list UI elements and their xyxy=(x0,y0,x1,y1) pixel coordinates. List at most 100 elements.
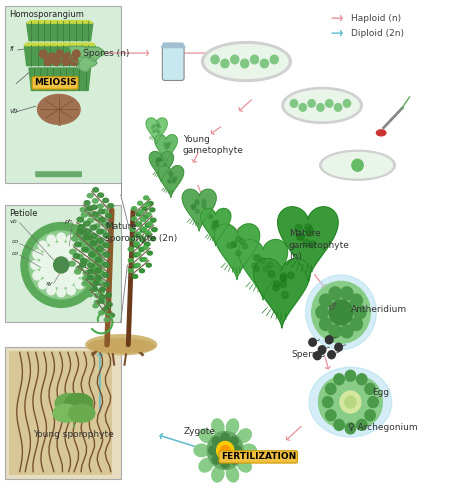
Polygon shape xyxy=(55,394,83,413)
Polygon shape xyxy=(137,202,143,205)
Circle shape xyxy=(38,241,47,250)
Polygon shape xyxy=(84,229,91,234)
Polygon shape xyxy=(79,57,97,72)
Ellipse shape xyxy=(205,44,288,78)
Circle shape xyxy=(64,278,73,287)
Polygon shape xyxy=(140,228,146,232)
Circle shape xyxy=(21,222,101,308)
Polygon shape xyxy=(161,43,185,48)
Polygon shape xyxy=(80,236,86,242)
Circle shape xyxy=(356,420,367,430)
Circle shape xyxy=(305,224,311,231)
Polygon shape xyxy=(147,222,153,226)
Circle shape xyxy=(64,254,72,262)
Circle shape xyxy=(231,242,236,248)
Circle shape xyxy=(153,124,155,127)
Circle shape xyxy=(44,247,53,256)
Ellipse shape xyxy=(237,429,251,442)
Circle shape xyxy=(319,318,332,330)
Polygon shape xyxy=(98,299,103,303)
Circle shape xyxy=(53,58,60,66)
Text: Young sporophyte: Young sporophyte xyxy=(34,430,114,439)
Circle shape xyxy=(335,104,342,111)
Polygon shape xyxy=(140,258,145,262)
Circle shape xyxy=(236,236,241,242)
Circle shape xyxy=(298,233,304,240)
Circle shape xyxy=(312,282,370,343)
Polygon shape xyxy=(143,215,148,219)
Circle shape xyxy=(254,266,259,272)
Polygon shape xyxy=(91,234,97,238)
Circle shape xyxy=(236,250,241,256)
Circle shape xyxy=(273,284,279,291)
Polygon shape xyxy=(73,254,80,258)
Circle shape xyxy=(306,275,376,349)
Circle shape xyxy=(168,180,171,184)
Text: Petiole: Petiole xyxy=(9,209,38,218)
Circle shape xyxy=(191,205,195,209)
Circle shape xyxy=(66,260,75,270)
Circle shape xyxy=(221,60,229,68)
FancyBboxPatch shape xyxy=(5,347,121,480)
Polygon shape xyxy=(80,262,86,268)
Polygon shape xyxy=(81,208,86,212)
Circle shape xyxy=(170,172,173,175)
Polygon shape xyxy=(91,276,97,280)
Circle shape xyxy=(57,280,65,288)
Text: co: co xyxy=(11,251,19,256)
Polygon shape xyxy=(99,311,104,315)
Circle shape xyxy=(215,220,219,224)
Polygon shape xyxy=(98,250,105,255)
Circle shape xyxy=(168,180,171,182)
Polygon shape xyxy=(145,202,150,206)
Circle shape xyxy=(322,396,333,407)
Text: Spores (n): Spores (n) xyxy=(83,48,130,58)
Circle shape xyxy=(164,163,166,166)
Circle shape xyxy=(239,238,245,244)
Circle shape xyxy=(354,306,366,319)
Polygon shape xyxy=(72,236,78,241)
Polygon shape xyxy=(93,281,99,285)
Text: co: co xyxy=(11,238,19,244)
Circle shape xyxy=(156,160,159,163)
Circle shape xyxy=(273,280,280,287)
Circle shape xyxy=(168,172,171,174)
Polygon shape xyxy=(145,242,150,246)
Polygon shape xyxy=(104,318,109,322)
Polygon shape xyxy=(133,253,138,257)
Ellipse shape xyxy=(227,419,238,434)
Polygon shape xyxy=(24,46,95,66)
Text: so: so xyxy=(46,80,54,86)
Polygon shape xyxy=(82,212,87,217)
Polygon shape xyxy=(146,118,167,144)
Circle shape xyxy=(57,233,65,242)
Circle shape xyxy=(231,56,239,64)
Circle shape xyxy=(66,264,74,274)
Circle shape xyxy=(50,268,59,276)
Polygon shape xyxy=(146,231,151,235)
Circle shape xyxy=(166,144,168,146)
Circle shape xyxy=(212,224,215,228)
Circle shape xyxy=(53,270,62,278)
Polygon shape xyxy=(78,242,85,247)
Circle shape xyxy=(306,226,313,234)
Polygon shape xyxy=(24,43,95,46)
Polygon shape xyxy=(75,270,81,274)
Circle shape xyxy=(31,260,39,270)
Circle shape xyxy=(260,60,268,68)
Circle shape xyxy=(64,268,72,276)
Circle shape xyxy=(280,281,286,287)
Circle shape xyxy=(280,275,287,281)
Circle shape xyxy=(215,224,219,227)
Circle shape xyxy=(365,384,375,394)
Polygon shape xyxy=(101,308,107,312)
Polygon shape xyxy=(238,240,288,300)
Circle shape xyxy=(39,50,47,58)
Circle shape xyxy=(168,142,171,144)
FancyBboxPatch shape xyxy=(9,350,112,476)
FancyBboxPatch shape xyxy=(5,6,121,182)
Polygon shape xyxy=(73,225,79,230)
Text: Antheridium: Antheridium xyxy=(350,306,407,314)
Circle shape xyxy=(241,60,249,68)
Circle shape xyxy=(73,50,80,58)
